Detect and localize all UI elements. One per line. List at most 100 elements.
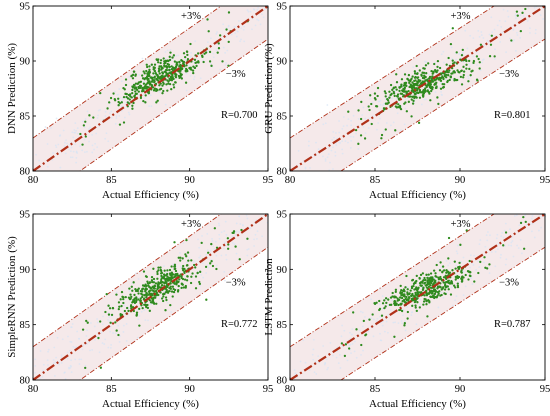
data-point <box>426 276 429 280</box>
data-point <box>448 78 451 82</box>
background-point <box>381 307 384 310</box>
background-point <box>46 143 49 145</box>
data-point <box>171 75 174 79</box>
data-point <box>344 343 348 346</box>
data-point <box>147 74 150 77</box>
background-point <box>114 122 117 125</box>
background-point <box>169 49 172 51</box>
background-point <box>341 140 344 143</box>
data-point <box>137 86 141 89</box>
data-point <box>141 77 145 80</box>
background-point <box>185 89 188 92</box>
background-point <box>75 150 78 153</box>
background-point <box>72 136 75 139</box>
data-point <box>134 287 137 291</box>
data-point <box>211 264 215 268</box>
data-point <box>435 296 438 299</box>
background-point <box>484 245 487 248</box>
background-point <box>404 98 407 101</box>
data-point <box>430 89 433 93</box>
y-tick-label: 90 <box>20 265 31 276</box>
background-point <box>48 188 50 190</box>
background-point <box>110 343 113 346</box>
background-point <box>497 243 500 245</box>
background-point <box>488 33 491 36</box>
data-point <box>386 102 389 105</box>
background-point <box>456 252 459 255</box>
data-point <box>419 291 423 294</box>
background-point <box>104 137 107 140</box>
data-point <box>502 244 505 247</box>
background-point <box>513 215 516 217</box>
background-point <box>305 389 307 391</box>
background-point <box>518 224 521 226</box>
background-point <box>262 4 264 6</box>
background-point <box>394 321 396 324</box>
background-point <box>219 68 222 71</box>
data-point <box>227 64 230 67</box>
data-point <box>119 298 122 301</box>
data-point <box>164 280 167 283</box>
background-point <box>188 65 190 67</box>
background-point <box>102 315 104 318</box>
data-point <box>406 291 409 294</box>
background-point <box>189 75 192 77</box>
data-point <box>152 277 156 281</box>
data-point <box>400 85 403 88</box>
data-point <box>227 11 231 14</box>
background-point <box>341 152 344 155</box>
data-point <box>199 270 202 273</box>
data-point <box>128 93 132 96</box>
data-point <box>398 106 402 109</box>
background-point <box>253 238 255 241</box>
background-point <box>338 353 341 356</box>
data-point <box>187 259 190 262</box>
data-point <box>207 30 210 33</box>
data-point <box>388 96 391 99</box>
background-point <box>489 234 491 237</box>
background-point <box>240 38 242 41</box>
data-point <box>446 285 449 288</box>
data-point <box>160 274 163 278</box>
background-point <box>379 332 381 335</box>
background-point <box>290 397 292 399</box>
background-point <box>246 9 249 12</box>
data-point <box>129 293 132 296</box>
data-point <box>400 302 403 305</box>
background-point <box>239 223 242 225</box>
background-point <box>540 226 542 229</box>
background-point <box>493 58 496 60</box>
data-point <box>432 282 435 285</box>
plus-3-percent-label: +3% <box>181 11 201 22</box>
data-point <box>449 293 453 296</box>
background-point <box>472 37 475 40</box>
data-point <box>516 14 519 17</box>
background-point <box>329 341 332 344</box>
data-point <box>376 94 379 98</box>
data-point <box>148 72 151 75</box>
background-point <box>350 352 352 355</box>
background-point <box>410 311 413 314</box>
background-point <box>76 152 79 154</box>
background-point <box>376 128 378 131</box>
data-point <box>425 303 428 306</box>
data-point <box>413 76 417 79</box>
background-point <box>47 348 50 351</box>
background-point <box>402 308 405 311</box>
background-point <box>257 207 259 209</box>
background-point <box>234 32 237 35</box>
data-point <box>195 64 198 68</box>
data-point <box>488 263 491 266</box>
background-point <box>362 125 365 128</box>
background-point <box>242 224 244 227</box>
background-point <box>427 73 430 76</box>
data-point <box>478 67 481 70</box>
y-tick-label: 85 <box>277 320 288 331</box>
data-point <box>154 89 158 93</box>
background-point <box>344 140 347 143</box>
data-point <box>504 231 508 234</box>
data-point <box>415 279 418 283</box>
data-point <box>142 82 146 85</box>
background-point <box>323 192 325 194</box>
background-point <box>349 135 352 138</box>
